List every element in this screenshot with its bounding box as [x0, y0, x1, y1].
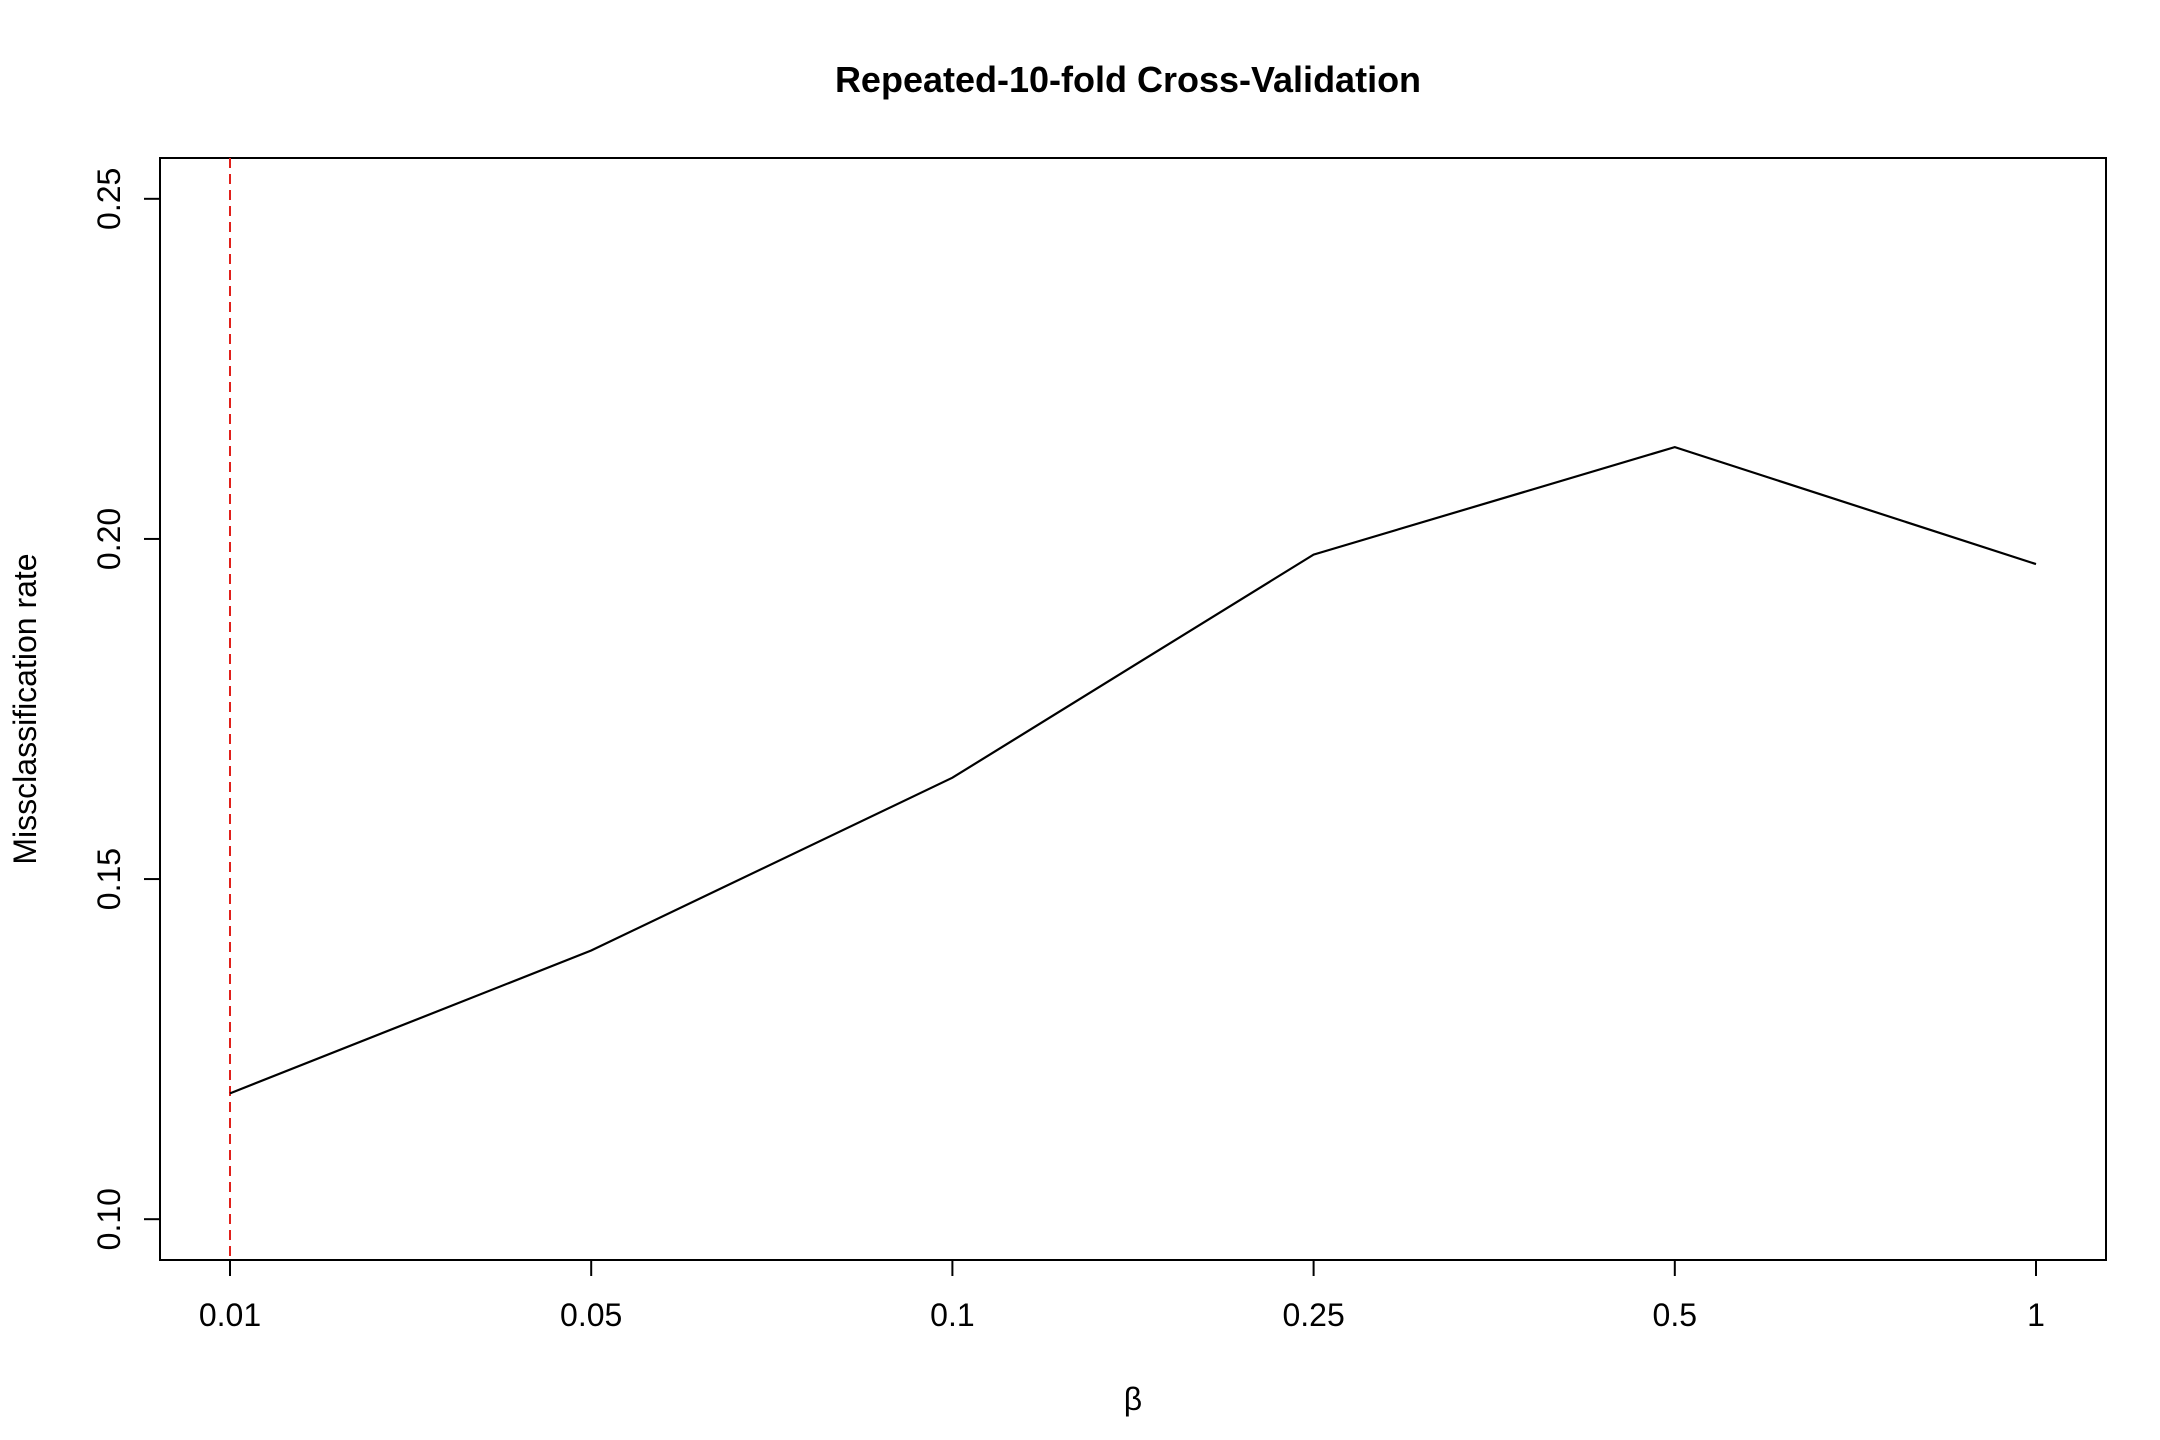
x-tick-label: 0.05	[560, 1297, 622, 1333]
chart-title: Repeated-10-fold Cross-Validation	[835, 59, 1421, 100]
y-tick-label: 0.15	[91, 848, 127, 910]
y-axis-label: Missclassification rate	[7, 553, 43, 864]
x-tick-label: 0.5	[1653, 1297, 1697, 1333]
x-tick-label: 0.25	[1282, 1297, 1344, 1333]
y-tick-label: 0.20	[91, 508, 127, 570]
x-tick-label: 1	[2027, 1297, 2045, 1333]
y-tick-label: 0.25	[91, 168, 127, 230]
y-axis: 0.10 0.15 0.20 0.25	[91, 168, 161, 1250]
y-tick-label: 0.10	[91, 1188, 127, 1250]
series-layer	[229, 445, 2037, 1095]
x-axis: 0.01 0.05 0.1 0.25 0.5 1	[199, 1259, 2045, 1333]
x-axis-label: β	[1124, 1381, 1142, 1417]
x-tick-label: 0.1	[930, 1297, 974, 1333]
x-tick-label: 0.01	[199, 1297, 261, 1333]
series-line	[229, 445, 2037, 1095]
